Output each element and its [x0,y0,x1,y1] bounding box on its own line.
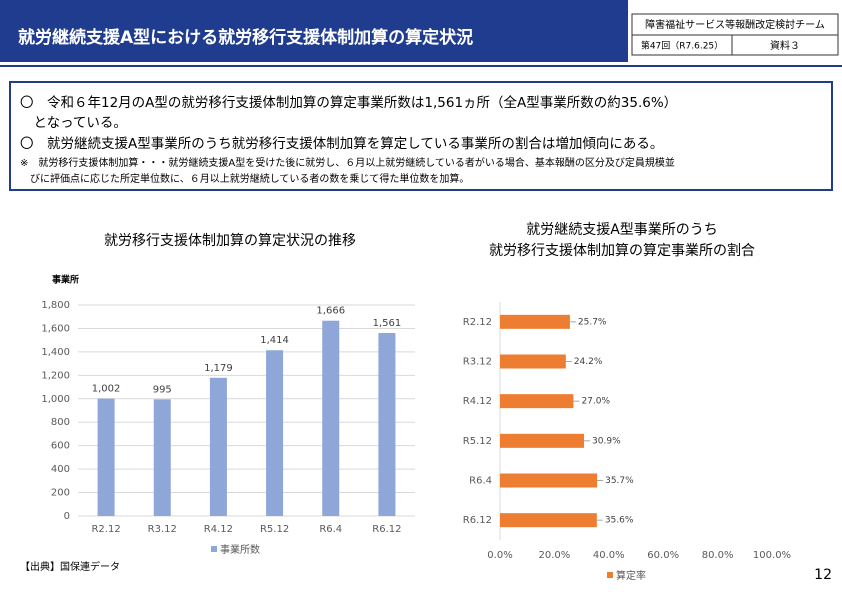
bar [97,398,115,516]
bar [209,377,227,516]
y-tick-label: 1,800 [41,300,70,311]
bullet: となっている。 [20,115,127,131]
x-tick-label: 80.0% [702,550,734,561]
summary-box [9,81,833,191]
data-label: 1,666 [316,306,345,317]
data-label: 995 [153,384,172,395]
y-tick-label: R4.12 [463,396,492,407]
bar [500,354,566,369]
bullet: 〇 就労継続支援A型事業所のうち就労移行支援体制加算を算定している事業所の割合は… [20,135,663,152]
x-tick-label: R3.12 [148,524,177,535]
x-tick-label: 40.0% [593,550,625,561]
x-tick-label: R2.12 [91,524,120,535]
bar [378,333,396,516]
data-label: 25.7% [578,317,607,327]
source: 【出典】国保連データ [20,560,120,573]
legend-label: 算定率 [616,569,646,582]
y-tick-label: R6.12 [463,515,492,526]
bar [153,399,171,516]
bar [500,314,570,329]
team-name: 障害福祉サービス等報酬改定検討チーム [645,18,825,31]
y-tick-label: 1,200 [41,370,70,381]
y-tick-label: R3.12 [463,357,492,368]
bar [500,433,585,448]
y-tick-label: R5.12 [463,436,492,447]
y-tick-label: 400 [51,464,70,475]
meeting: 第47回（R7.6.25） [641,40,723,52]
x-tick-label: R6.4 [319,524,342,535]
y-tick-label: 200 [51,488,70,499]
bar [322,320,340,516]
y-tick-label: 1,000 [41,394,70,405]
y-tick-label: R2.12 [463,317,492,328]
x-tick-label: R6.12 [372,524,401,535]
data-label: 35.6% [605,516,634,526]
y-axis-label: 事業所 [52,274,79,286]
y-tick-label: R6.4 [469,476,492,487]
data-label: 30.9% [592,436,621,446]
note: びに評価点に応じた所定単位数に、６月以上就労継続している者の数を乗じて得た単位数… [20,172,469,185]
page-number: 12 [814,567,832,583]
data-label: 27.0% [581,397,610,407]
y-tick-label: 1,400 [41,347,70,358]
legend-swatch [607,572,613,578]
bar [266,350,284,516]
bar [500,394,574,409]
x-tick-label: 100.0% [753,550,791,561]
legend-label: 事業所数 [220,543,260,556]
chart-title: 就労継続支援A型事業所のうち [526,221,718,238]
x-tick-label: 20.0% [539,550,571,561]
y-tick-label: 800 [51,417,70,428]
x-tick-label: R5.12 [260,524,289,535]
legend-swatch [211,546,217,552]
slide-title: 就労継続支援A型における就労移行支援体制加算の算定状況 [18,27,473,48]
header-band [0,0,628,62]
y-tick-label: 600 [51,441,70,452]
bullet: 〇 令和６年12月のA型の就労移行支援体制加算の算定事業所数は1,561ヵ所（全… [20,94,677,111]
y-tick-label: 0 [64,511,70,522]
x-tick-label: 60.0% [647,550,679,561]
data-label: 1,561 [373,318,402,329]
bar [500,513,597,528]
chart-title: 就労移行支援体制加算の算定状況の推移 [104,233,356,249]
doc-number: 資料３ [770,39,800,52]
y-tick-label: 1,600 [41,323,70,334]
bar [500,473,598,488]
chart-title: 就労移行支援体制加算の算定事業所の割合 [489,242,755,259]
note: ※ 就労移行支援体制加算・・・就労継続支援A型を受けた後に就労し、６月以上就労継… [20,156,675,169]
x-tick-label: R4.12 [204,524,233,535]
data-label: 1,179 [204,363,233,374]
data-label: 35.7% [605,476,634,486]
data-label: 1,414 [260,335,289,346]
data-label: 24.2% [574,357,603,367]
x-tick-label: 0.0% [487,550,512,561]
data-label: 1,002 [92,384,121,395]
